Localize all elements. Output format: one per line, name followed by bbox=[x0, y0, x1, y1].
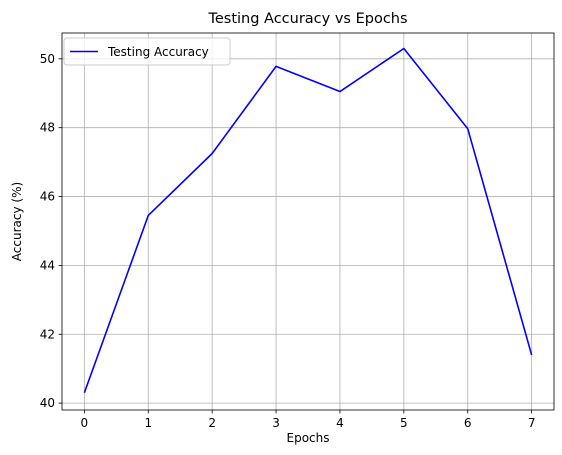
x-tick-label: 3 bbox=[272, 416, 280, 430]
x-axis-label: Epochs bbox=[287, 431, 330, 445]
x-tick-label: 6 bbox=[464, 416, 472, 430]
y-axis-label: Accuracy (%) bbox=[10, 182, 24, 261]
y-tick-label: 42 bbox=[40, 327, 55, 341]
x-tick-label: 4 bbox=[336, 416, 344, 430]
x-axis-ticks: 0 1 2 3 4 5 6 7 bbox=[81, 410, 536, 430]
y-tick-label: 50 bbox=[40, 52, 55, 66]
y-axis-ticks: 40 42 44 46 48 50 bbox=[40, 52, 62, 410]
grid bbox=[62, 33, 554, 410]
x-tick-label: 5 bbox=[400, 416, 408, 430]
y-tick-label: 44 bbox=[40, 258, 55, 272]
legend-box bbox=[63, 37, 231, 66]
x-tick-label: 2 bbox=[208, 416, 216, 430]
chart-title: Testing Accuracy vs Epochs bbox=[207, 11, 407, 27]
x-tick-label: 0 bbox=[81, 416, 89, 430]
x-tick-label: 1 bbox=[144, 416, 152, 430]
y-tick-label: 48 bbox=[40, 121, 55, 135]
y-tick-label: 40 bbox=[40, 396, 55, 410]
series-line bbox=[83, 47, 533, 394]
legend: Testing Accuracy bbox=[63, 37, 231, 66]
plot-frame bbox=[61, 32, 555, 411]
x-tick-label: 7 bbox=[528, 416, 536, 430]
legend-label: Testing Accuracy bbox=[107, 45, 209, 59]
y-tick-label: 46 bbox=[40, 190, 55, 204]
series-layer bbox=[83, 47, 533, 394]
